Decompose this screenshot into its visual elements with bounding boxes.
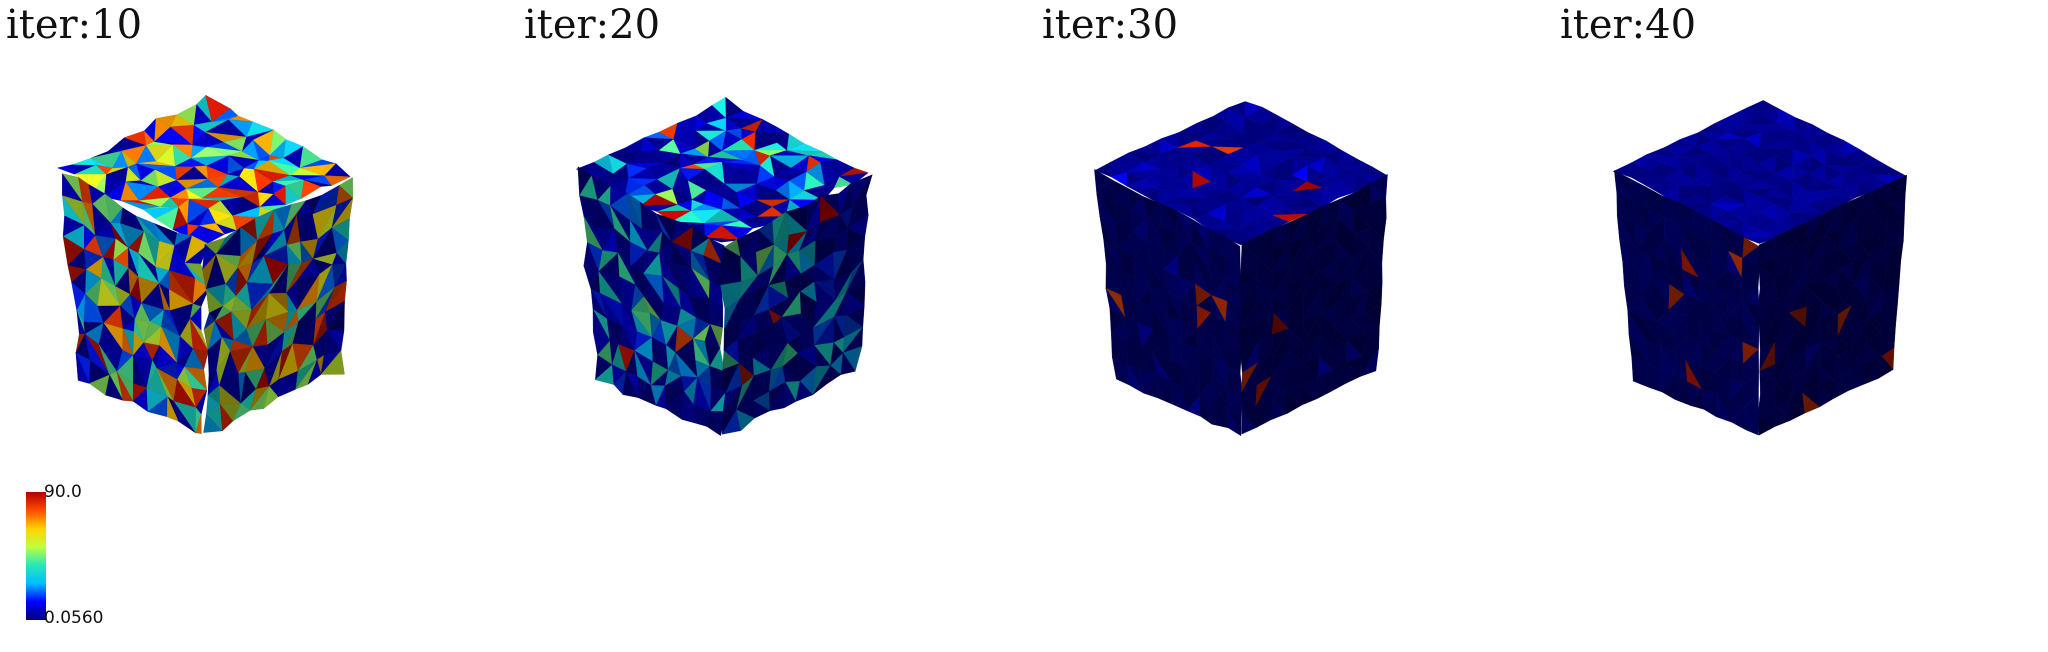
mesh-element	[277, 378, 297, 398]
iter-label: iter:40	[1560, 2, 1697, 48]
mesh-element	[1757, 414, 1776, 436]
panel-iter-20: iter:20	[518, 0, 1030, 652]
mesh-element	[1647, 362, 1663, 393]
panel-iter-10: iter:10	[0, 0, 512, 652]
mesh-element	[736, 409, 755, 431]
mesh-element	[840, 352, 856, 375]
mesh-element	[1330, 369, 1346, 393]
mesh-element	[56, 164, 75, 175]
colorbar-max-label: 90.0	[44, 482, 82, 502]
mesh-element	[783, 381, 797, 409]
mesh-element	[203, 413, 223, 433]
mesh-element	[105, 374, 124, 401]
mesh-element	[232, 403, 251, 422]
mesh-element	[838, 172, 869, 185]
mesh-element	[1631, 357, 1649, 388]
mesh-element	[1316, 377, 1331, 400]
mesh-element	[1241, 412, 1258, 435]
mesh-element	[1112, 356, 1130, 386]
mesh-element	[195, 414, 202, 434]
mesh-cube-render	[1094, 101, 1388, 437]
mesh-element	[1746, 100, 1779, 109]
mesh-element	[721, 225, 754, 241]
colorbar	[26, 492, 46, 620]
mesh-element	[1127, 364, 1145, 394]
panel-iter-30: iter:30	[1036, 0, 1548, 652]
mesh-cube-render	[576, 96, 873, 437]
mesh-element	[693, 404, 708, 427]
mesh-element	[826, 365, 842, 385]
mesh-element	[1802, 392, 1820, 414]
iter-label: iter:20	[524, 2, 661, 48]
mesh-element	[324, 175, 351, 186]
mesh-element	[1323, 187, 1355, 199]
mesh-element	[705, 237, 741, 243]
mesh-element	[166, 396, 179, 422]
colorbar-min-label: 0.0560	[44, 608, 104, 628]
mesh-element	[320, 350, 345, 375]
panel-iter-40: iter:40	[1554, 0, 2048, 652]
mesh-cube-render	[1613, 100, 1908, 436]
mesh-element	[1817, 384, 1835, 408]
mesh-element	[1848, 368, 1866, 391]
mesh-element	[740, 220, 770, 229]
iter-label: iter:10	[6, 2, 143, 48]
mesh-element	[706, 410, 722, 437]
mesh-element	[795, 380, 814, 402]
iter-label: iter:30	[1042, 2, 1179, 48]
mesh-element	[1774, 405, 1791, 427]
mesh-element	[1272, 213, 1308, 223]
mesh-element	[1226, 408, 1242, 437]
mesh-element	[753, 400, 771, 419]
mesh-element	[1199, 395, 1213, 425]
mesh-element	[1716, 393, 1733, 423]
mesh-element	[1299, 384, 1318, 406]
mesh-element	[304, 179, 332, 187]
mesh-element	[173, 401, 196, 434]
mesh-cube-render	[56, 94, 354, 434]
mesh-element	[75, 352, 90, 384]
mesh-element	[219, 403, 234, 432]
mesh-element	[1284, 390, 1303, 414]
mesh-element	[1826, 197, 1857, 206]
mesh-element	[1344, 361, 1361, 385]
mesh-element	[622, 370, 639, 398]
mesh-element	[1878, 355, 1894, 379]
mesh-element	[116, 371, 134, 402]
mesh-element	[1744, 406, 1759, 436]
mesh-element	[307, 359, 322, 385]
mesh-element	[263, 385, 279, 410]
mesh-element	[803, 187, 835, 201]
mesh-element	[1270, 400, 1288, 421]
mesh-element	[681, 391, 696, 424]
mesh-element	[1359, 348, 1379, 377]
